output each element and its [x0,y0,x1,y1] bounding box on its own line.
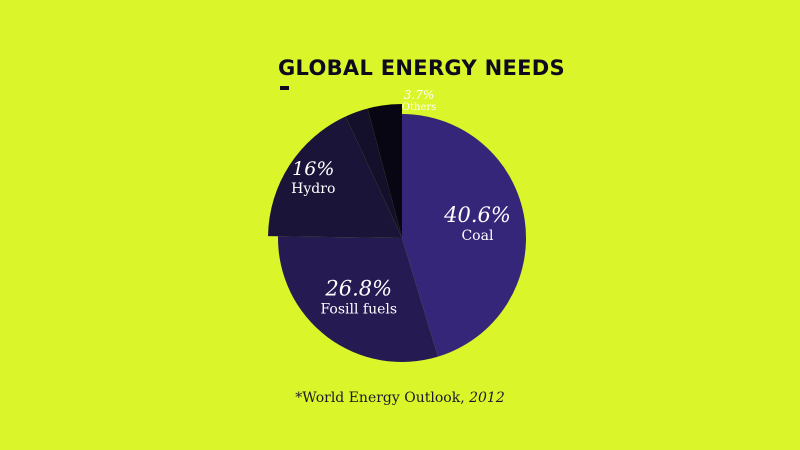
chart-title: GLOBAL ENERGY NEEDS [278,56,565,80]
pie-slice-unlabeled [345,108,402,238]
source-note: *World Energy Outlook, 2012 [0,390,800,406]
pie-value-label-hydro: 16% [292,158,334,180]
pie-value-label-others: 3.7% [404,88,435,102]
pie-category-label-fossil_fuels: Fosill fuels [320,301,397,317]
pie-slice-fossil_fuels [278,236,438,362]
pie-category-label-coal: Coal [461,228,493,244]
pie-category-label-hydro: Hydro [291,181,335,197]
pie-value-label-fossil_fuels: 26.8% [324,276,392,300]
title-underline-dash [280,86,289,90]
pie-category-label-others: Others [402,102,437,113]
pie-slice-others [367,104,402,238]
source-year: 2012 [469,390,505,406]
pie-value-label-coal: 40.6% [443,203,511,227]
source-text: *World Energy Outlook, [295,390,470,406]
pie-slice-coal [402,114,526,357]
pie-slice-hydro [268,116,402,238]
